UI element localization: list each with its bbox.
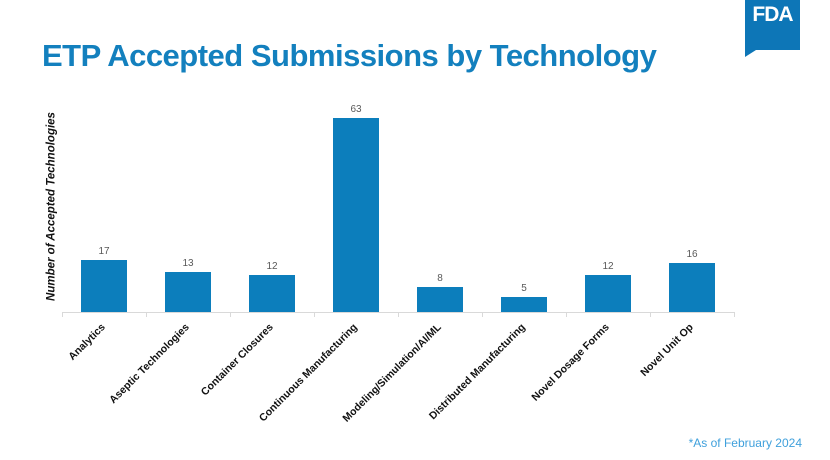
- axis-tick: [146, 313, 147, 317]
- bar-value-label: 16: [686, 249, 698, 260]
- x-axis-category-label: Analytics: [66, 321, 108, 363]
- bar-slot: 12: [230, 100, 314, 312]
- bar: [249, 275, 295, 312]
- axis-tick: [566, 313, 567, 317]
- bar-value-label: 12: [266, 261, 278, 272]
- axis-tick: [230, 313, 231, 317]
- bar-slot: 17: [62, 100, 146, 312]
- x-axis-line: [62, 312, 735, 317]
- bar-value-label: 12: [602, 261, 614, 272]
- bar-slot: 12: [566, 100, 650, 312]
- bar-value-label: 13: [182, 258, 194, 269]
- bar-slot: 5: [482, 100, 566, 312]
- axis-tick: [62, 313, 63, 317]
- bar: [669, 263, 715, 312]
- bar-slot: 8: [398, 100, 482, 312]
- bar-value-label: 8: [437, 273, 443, 284]
- bar-slot: 63: [314, 100, 398, 312]
- bar: [501, 297, 547, 312]
- bar: [585, 275, 631, 312]
- axis-tick: [650, 313, 651, 317]
- bar-slot: 13: [146, 100, 230, 312]
- axis-tick: [314, 313, 315, 317]
- fda-logo-text: FDA: [752, 3, 793, 26]
- y-axis-label: Number of Accepted Technologies: [45, 112, 58, 301]
- bar: [165, 272, 211, 312]
- page-title: ETP Accepted Submissions by Technology: [42, 38, 657, 73]
- bar: [333, 118, 379, 312]
- footnote: *As of February 2024: [688, 436, 802, 450]
- fda-logo: FDA: [745, 0, 800, 57]
- axis-tick: [482, 313, 483, 317]
- bar: [417, 287, 463, 312]
- axis-tick: [398, 313, 399, 317]
- bar-value-label: 63: [350, 104, 362, 115]
- bar-value-label: 17: [98, 246, 110, 257]
- bars-container: 17 13 12 63 8 5 12 16: [62, 100, 734, 312]
- bar: [81, 260, 127, 312]
- axis-tick: [734, 313, 735, 317]
- bar-value-label: 5: [521, 283, 527, 294]
- bar-slot: 16: [650, 100, 734, 312]
- x-axis-labels: Analytics Aseptic Technologies Container C…: [62, 312, 735, 432]
